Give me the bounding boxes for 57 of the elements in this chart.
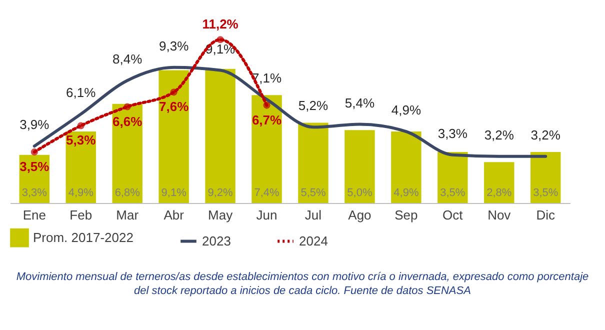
point (216, 36, 224, 44)
data-label: 9,3% (158, 38, 190, 54)
legend-label: 2023 (202, 233, 231, 248)
x-tick-label: Dic (536, 208, 556, 222)
data-label: 5,4% (344, 95, 375, 110)
bar (298, 122, 328, 203)
point (77, 122, 84, 130)
legend-label: Prom. 2017-2022 (33, 230, 134, 245)
legend-label: 2024 (299, 233, 328, 248)
data-label: 3,5% (20, 158, 50, 174)
x-tick-label: Jun (256, 208, 278, 222)
x-tick-label: Mar (116, 208, 140, 222)
data-label: 5,0% (347, 187, 372, 199)
bar (158, 70, 189, 203)
data-label: 7,4% (254, 187, 280, 199)
data-label: 8,4% (112, 52, 143, 66)
x-tick-label: Ene (22, 208, 46, 222)
data-label: 3,3% (22, 187, 48, 199)
data-label: 4,9% (68, 187, 94, 199)
data-label: 11,2% (202, 16, 239, 32)
data-label: 3,2% (484, 127, 514, 142)
data-label: 6,7% (252, 112, 282, 128)
point (124, 103, 131, 110)
point (263, 102, 270, 109)
data-label: 9,2% (208, 187, 234, 199)
data-label: 2,8% (486, 187, 512, 199)
data-label: 6,8% (114, 187, 140, 199)
bar (391, 132, 422, 203)
x-tick-label: Feb (70, 208, 92, 222)
bar (484, 162, 514, 203)
x-tick-label: Jul (304, 208, 322, 222)
data-label: 4,9% (394, 187, 419, 199)
bar (252, 95, 282, 203)
data-label: 9,1% (161, 187, 187, 199)
data-label: 3,3% (438, 126, 468, 141)
data-label: 5,3% (66, 132, 96, 148)
x-tick-label: Oct (442, 208, 464, 222)
data-label: 3,5% (533, 187, 558, 199)
text: Movimiento mensual de terneros/as desde establecimientos con motivo cría o invernada, expresado como porcentaje del stock reportado a inicios de cada ciclo. Fuente de datos SENASA (15, 270, 590, 298)
data-label: 6,6% (112, 114, 143, 129)
x-tick-label: Nov (488, 208, 512, 222)
bar (344, 130, 375, 203)
data-label: 4,9% (391, 102, 422, 118)
x-tick-label: Abr (164, 208, 185, 222)
data-label: 7,6% (158, 99, 190, 114)
point (170, 88, 178, 96)
data-label: 3,5% (440, 187, 466, 199)
x-tick-label: Sep (394, 208, 418, 222)
x-tick-label: May (208, 208, 234, 222)
data-label: 5,5% (300, 187, 326, 199)
point (30, 148, 38, 156)
data-label: 3,2% (530, 127, 561, 142)
data-label: 6,1% (66, 85, 96, 100)
bar (205, 68, 236, 203)
data-label: 3,9% (20, 117, 50, 132)
data-label: 5,2% (298, 98, 328, 114)
x-tick-label: Ago (348, 208, 372, 222)
